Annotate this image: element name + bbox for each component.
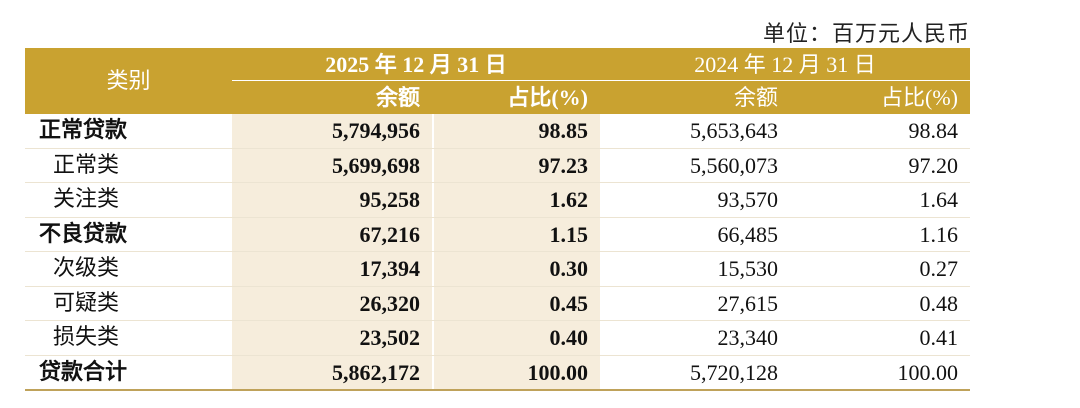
table-cell: 0.41 [919,325,959,350]
row-rule [25,389,970,391]
table-cell: 27,615 [717,290,779,316]
table-cell: 0.27 [919,256,959,281]
table-cell: 97.20 [908,152,959,178]
table-cell: 15,530 [717,256,779,281]
table-cell: 0.40 [432,321,600,356]
table-cell: 17,394 [232,252,432,287]
table-cell: 5,862,172 [232,355,432,390]
table-cell: 1.16 [919,221,959,247]
table-cell: 98.85 [432,114,600,149]
table-cell: 100.00 [897,359,959,385]
table-cell: 5,560,073 [690,152,778,178]
header-column: 余额 [232,81,432,114]
row-rule [25,320,970,321]
row-rule [25,251,970,252]
table-cell: 98.84 [908,118,959,143]
table-cell: 5,794,956 [232,114,432,149]
table-cell: 5,699,698 [232,148,432,183]
table-cell: 23,340 [717,325,779,350]
header-period: 2025 年 12 月 31 日 [232,48,600,81]
table-cell: 95,258 [232,183,432,218]
table-cell: 26,320 [232,286,432,321]
row-rule [25,354,970,356]
table-cell: 1.15 [432,217,600,252]
header-column: 占比(%) [790,81,970,114]
header-column: 余额 [600,81,790,114]
row-rule [25,285,970,287]
table-cell: 关注类 [53,187,120,212]
table-cell: 23,502 [232,321,432,356]
table-cell: 0.30 [432,252,600,287]
table-cell: 97.23 [432,148,600,183]
table-cell: 正常贷款 [39,118,128,143]
table-cell: 正常类 [53,152,120,178]
header-category: 类别 [25,48,232,114]
table-cell: 贷款合计 [39,359,128,385]
row-rule [25,182,970,183]
table-cell: 1.64 [919,187,959,212]
table-cell: 0.48 [919,290,959,316]
unit-note: 单位：百万元人民币 [762,21,970,46]
row-rule [25,147,970,149]
table-cell: 1.62 [432,183,600,218]
table-cell: 损失类 [53,325,120,350]
table-cell: 次级类 [53,256,120,281]
table-cell: 5,653,643 [690,118,778,143]
table-cell: 0.45 [432,286,600,321]
row-rule [25,216,970,218]
table-cell: 不良贷款 [39,221,128,247]
table-cell: 67,216 [232,217,432,252]
table-cell: 93,570 [717,187,779,212]
header-period: 2024 年 12 月 31 日 [600,48,970,81]
table-cell: 66,485 [717,221,779,247]
table-cell: 可疑类 [53,290,120,316]
table-cell: 100.00 [432,355,600,390]
table-cell: 5,720,128 [690,359,778,385]
header-column: 占比(%) [432,81,600,114]
